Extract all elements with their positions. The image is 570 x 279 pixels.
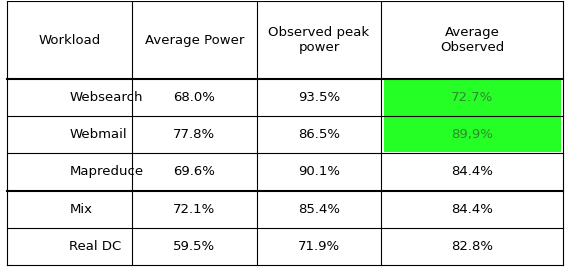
Text: Webmail: Webmail — [70, 128, 127, 141]
Text: Workload: Workload — [38, 33, 100, 47]
Text: 82.8%: 82.8% — [451, 240, 493, 253]
Text: Mapreduce: Mapreduce — [70, 165, 144, 179]
Text: 90.1%: 90.1% — [298, 165, 340, 179]
Text: 84.4%: 84.4% — [451, 203, 493, 216]
Text: 71.9%: 71.9% — [298, 240, 340, 253]
Text: 77.8%: 77.8% — [173, 128, 215, 141]
Text: Observed peak
power: Observed peak power — [268, 26, 369, 54]
Text: 89,9%: 89,9% — [451, 128, 493, 141]
Text: 59.5%: 59.5% — [173, 240, 215, 253]
Text: 69.6%: 69.6% — [173, 165, 215, 179]
Text: 93.5%: 93.5% — [298, 91, 340, 104]
Text: 86.5%: 86.5% — [298, 128, 340, 141]
Text: Real DC: Real DC — [70, 240, 122, 253]
Text: 85.4%: 85.4% — [298, 203, 340, 216]
Text: Websearch: Websearch — [70, 91, 143, 104]
Text: 72.1%: 72.1% — [173, 203, 215, 216]
Text: 72.7%: 72.7% — [451, 91, 493, 104]
Text: Average
Observed: Average Observed — [440, 26, 504, 54]
Text: 84.4%: 84.4% — [451, 165, 493, 179]
Text: Mix: Mix — [70, 203, 92, 216]
Text: 68.0%: 68.0% — [173, 91, 215, 104]
Text: Average Power: Average Power — [145, 33, 244, 47]
Bar — [384, 80, 561, 152]
